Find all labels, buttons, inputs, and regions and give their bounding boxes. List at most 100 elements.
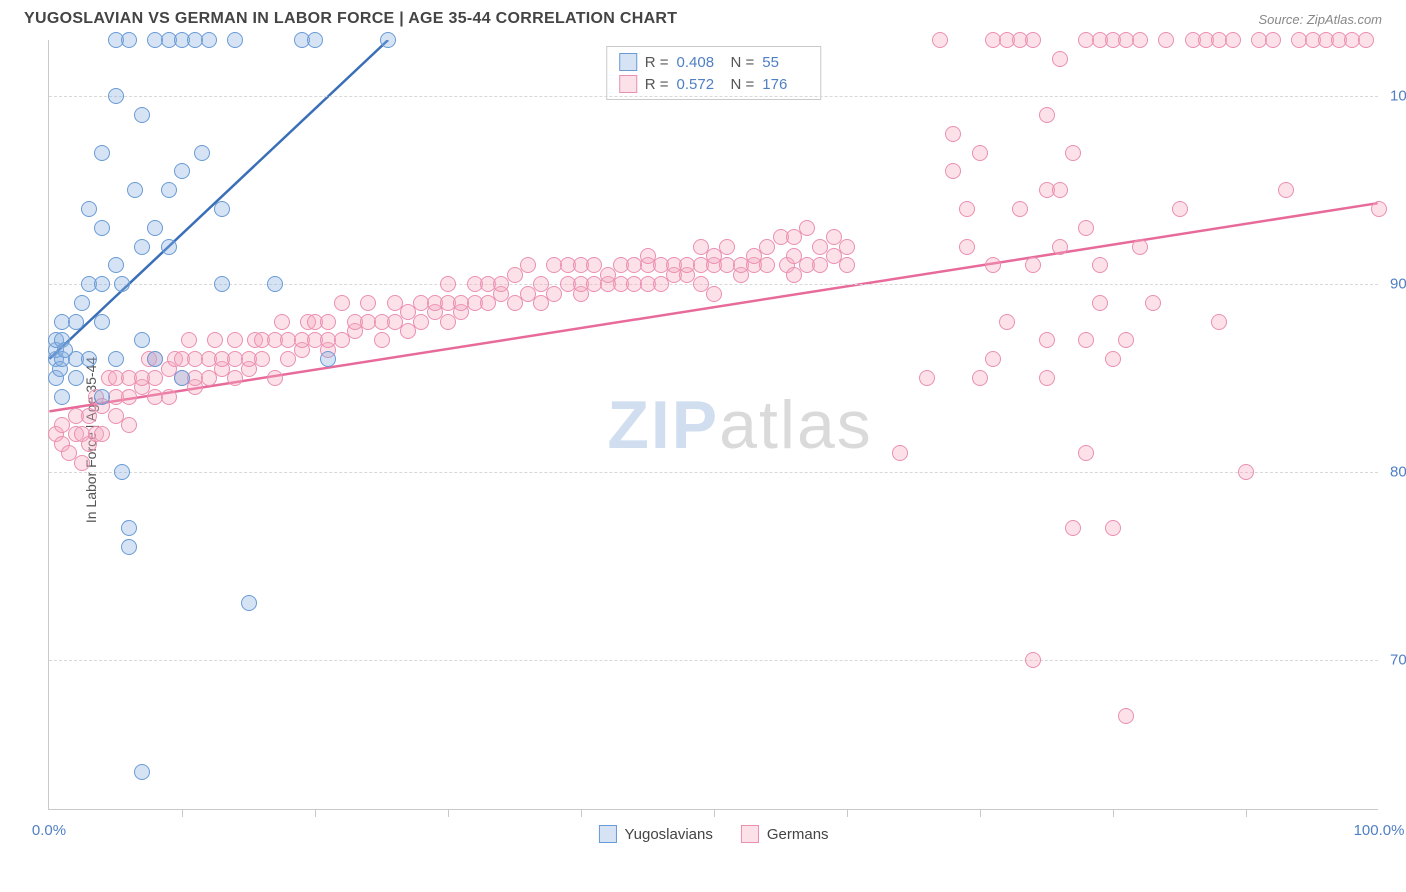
x-tick [714,809,715,817]
trend-line-pink [49,203,1377,411]
data-point-blue [214,276,230,292]
n-label: N = [731,54,755,71]
x-tick [448,809,449,817]
stats-legend: R =0.408N =55R =0.572N =176 [606,46,822,100]
gridline-h [49,96,1378,97]
data-point-pink [1078,445,1094,461]
data-point-blue [114,464,130,480]
data-point-pink [1092,257,1108,273]
legend-swatch-blue [598,825,616,843]
data-point-pink [1225,32,1241,48]
data-point-pink [932,32,948,48]
legend-swatch-blue [619,53,637,71]
data-point-blue [74,295,90,311]
data-point-pink [1238,464,1254,480]
data-point-blue [241,595,257,611]
data-point-blue [201,32,217,48]
data-point-pink [1065,145,1081,161]
data-point-pink [1211,314,1227,330]
data-point-pink [1078,332,1094,348]
data-point-pink [1039,107,1055,123]
data-point-blue [174,163,190,179]
stats-legend-row: R =0.408N =55 [615,51,813,73]
data-point-blue [121,32,137,48]
data-point-blue [127,182,143,198]
data-point-pink [1145,295,1161,311]
x-tick [980,809,981,817]
data-point-pink [320,314,336,330]
legend-swatch-pink [741,825,759,843]
data-point-pink [839,239,855,255]
data-point-blue [108,88,124,104]
data-point-pink [1105,520,1121,536]
data-point-blue [134,107,150,123]
data-point-pink [719,239,735,255]
data-point-pink [74,455,90,471]
data-point-pink [334,295,350,311]
data-point-blue [380,32,396,48]
data-point-blue [194,145,210,161]
gridline-h [49,472,1378,473]
data-point-pink [267,370,283,386]
data-point-blue [307,32,323,48]
plot-area: ZIPatlas R =0.408N =55R =0.572N =176 Yug… [48,40,1378,810]
data-point-pink [440,276,456,292]
data-point-pink [985,351,1001,367]
data-point-blue [227,32,243,48]
data-point-pink [1065,520,1081,536]
x-tick [1113,809,1114,817]
data-point-pink [1371,201,1387,217]
data-point-pink [972,145,988,161]
data-point-pink [1025,652,1041,668]
source-label: Source: ZipAtlas.com [1258,12,1382,27]
data-point-blue [94,389,110,405]
data-point-pink [759,257,775,273]
x-tick [182,809,183,817]
data-point-pink [1092,295,1108,311]
x-tick-label: 100.0% [1354,822,1405,839]
data-point-pink [360,295,376,311]
trend-line-blue [49,40,388,359]
data-point-blue [134,764,150,780]
data-point-pink [945,163,961,179]
data-point-blue [161,239,177,255]
watermark-atlas: atlas [719,387,873,463]
x-tick [315,809,316,817]
data-point-pink [1039,332,1055,348]
data-point-pink [1078,220,1094,236]
data-point-pink [520,257,536,273]
legend-item-pink: Germans [741,825,829,843]
data-point-pink [999,314,1015,330]
y-tick-label: 80.0% [1382,463,1406,480]
watermark-zip: ZIP [607,387,719,463]
data-point-blue [147,220,163,236]
x-tick [581,809,582,817]
legend-label: Germans [767,826,829,843]
data-point-blue [81,351,97,367]
r-label: R = [645,76,669,93]
data-point-blue [214,201,230,217]
data-point-blue [121,520,137,536]
data-point-pink [1358,32,1374,48]
legend-swatch-pink [619,75,637,93]
data-point-blue [114,276,130,292]
y-tick-label: 90.0% [1382,276,1406,293]
data-point-pink [254,351,270,367]
data-point-pink [161,389,177,405]
watermark: ZIPatlas [607,386,872,464]
n-label: N = [731,76,755,93]
r-value: 0.572 [677,76,723,93]
data-point-blue [81,201,97,217]
y-tick-label: 100.0% [1382,88,1406,105]
data-point-pink [1025,257,1041,273]
data-point-blue [134,332,150,348]
data-point-blue [94,276,110,292]
series-legend: Yugoslavians Germans [598,825,828,843]
data-point-blue [94,220,110,236]
y-tick-label: 70.0% [1382,651,1406,668]
data-point-blue [267,276,283,292]
data-point-pink [1132,32,1148,48]
data-point-pink [227,332,243,348]
data-point-blue [68,370,84,386]
legend-label: Yugoslavians [624,826,712,843]
